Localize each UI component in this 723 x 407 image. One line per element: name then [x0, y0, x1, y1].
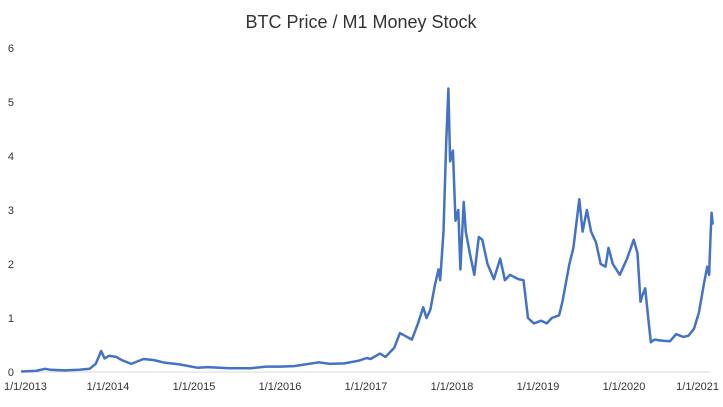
y-tick-label: 1 — [8, 313, 14, 325]
y-axis-ticks: 0 1 2 3 4 5 6 — [8, 43, 14, 379]
x-tick-label: 1/1/2013 — [4, 381, 47, 393]
y-tick-label: 5 — [8, 97, 14, 109]
y-tick-label: 4 — [8, 151, 14, 163]
x-tick-label: 1/1/2018 — [431, 381, 474, 393]
x-tick-label: 1/1/2020 — [603, 381, 646, 393]
x-tick-label: 1/1/2019 — [517, 381, 560, 393]
y-tick-label: 6 — [8, 43, 14, 55]
x-tick-label: 1/1/2015 — [173, 381, 216, 393]
x-tick-label: 1/1/2021 — [676, 381, 719, 393]
x-axis-ticks: 1/1/2013 1/1/2014 1/1/2015 1/1/2016 1/1/2017… — [4, 381, 719, 393]
y-tick-label: 0 — [8, 367, 14, 379]
y-tick-label: 2 — [8, 259, 14, 271]
y-tick-label: 3 — [8, 205, 14, 217]
chart-title: BTC Price / M1 Money Stock — [245, 12, 477, 32]
x-tick-label: 1/1/2017 — [345, 381, 388, 393]
btc-m1-series-line — [20, 87, 714, 373]
x-tick-label: 1/1/2016 — [259, 381, 302, 393]
x-tick-label: 1/1/2014 — [87, 381, 130, 393]
